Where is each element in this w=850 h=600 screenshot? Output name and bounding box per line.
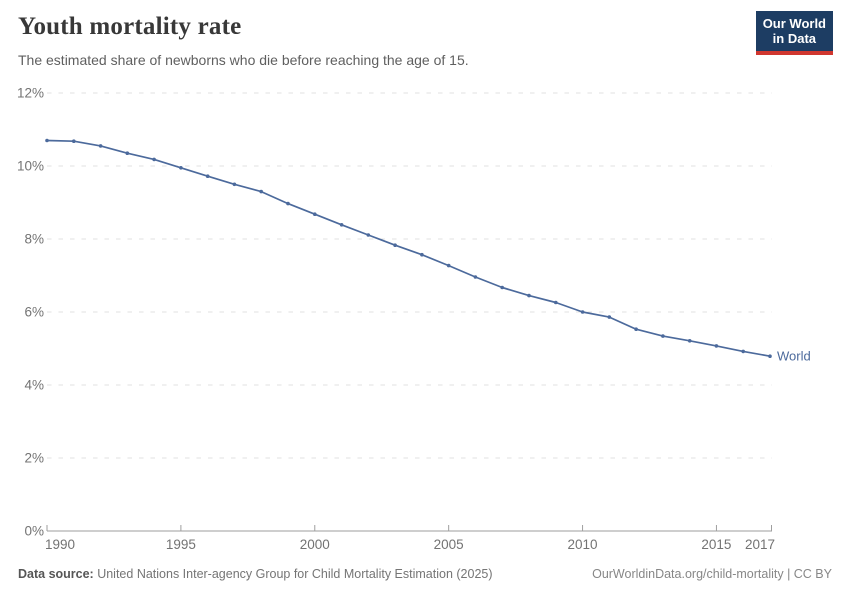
owid-citation-link[interactable]: OurWorldinData.org/child-mortality | CC …	[592, 567, 832, 581]
data-point[interactable]	[98, 144, 103, 148]
owid-logo[interactable]: Our World in Data	[755, 11, 833, 55]
x-axis-label: 2017	[745, 537, 775, 552]
data-point[interactable]	[687, 339, 692, 343]
x-axis-label: 2010	[568, 537, 598, 552]
data-point[interactable]	[232, 182, 237, 187]
y-axis-label: 12%	[17, 86, 44, 101]
data-point[interactable]	[205, 174, 210, 178]
data-source-label: Data source:	[18, 567, 94, 581]
series-label-world: World	[777, 349, 811, 364]
y-axis-label: 2%	[24, 451, 44, 466]
data-point[interactable]	[259, 189, 264, 194]
chart-subtitle: The estimated share of newborns who die …	[18, 52, 469, 68]
y-axis-label: 0%	[24, 524, 44, 539]
x-axis-label: 2005	[434, 537, 464, 552]
owid-logo-line1: Our World	[762, 16, 826, 31]
y-axis-label: 4%	[24, 378, 44, 393]
data-point[interactable]	[152, 157, 156, 162]
y-axis-label: 10%	[17, 159, 44, 174]
data-point[interactable]	[500, 285, 505, 290]
owid-logo-line2: in Data	[772, 31, 817, 47]
data-point[interactable]	[634, 327, 638, 332]
data-point[interactable]	[179, 166, 183, 170]
data-point[interactable]	[366, 233, 371, 237]
x-axis-label: 2015	[701, 537, 731, 552]
x-axis-label: 2000	[300, 537, 330, 552]
data-point[interactable]	[554, 300, 558, 305]
data-source: Data source: United Nations Inter-agency…	[18, 567, 493, 581]
data-point[interactable]	[286, 201, 290, 206]
y-axis-label: 8%	[24, 232, 44, 247]
data-point[interactable]	[72, 139, 76, 143]
data-point[interactable]	[768, 354, 772, 359]
data-point[interactable]	[661, 334, 665, 338]
x-axis-label: 1990	[45, 537, 75, 552]
data-point[interactable]	[607, 315, 612, 319]
data-point[interactable]	[580, 310, 585, 314]
data-point[interactable]	[527, 293, 531, 298]
data-point[interactable]	[741, 349, 745, 354]
page-title: Youth mortality rate	[18, 13, 242, 40]
data-point[interactable]	[313, 212, 317, 216]
data-point[interactable]	[393, 243, 397, 247]
data-point[interactable]	[45, 138, 49, 143]
data-point[interactable]	[125, 151, 130, 155]
data-point[interactable]	[714, 344, 719, 348]
series-line-world[interactable]	[46, 139, 771, 358]
chart-footer: Data source: United Nations Inter-agency…	[18, 567, 832, 581]
x-axis-label: 1995	[166, 537, 196, 552]
data-point[interactable]	[420, 252, 424, 257]
data-source-text: United Nations Inter-agency Group for Ch…	[93, 567, 493, 581]
data-point[interactable]	[446, 263, 451, 268]
y-axis-label: 6%	[24, 305, 44, 320]
data-point[interactable]	[339, 223, 344, 227]
data-point[interactable]	[473, 275, 478, 279]
